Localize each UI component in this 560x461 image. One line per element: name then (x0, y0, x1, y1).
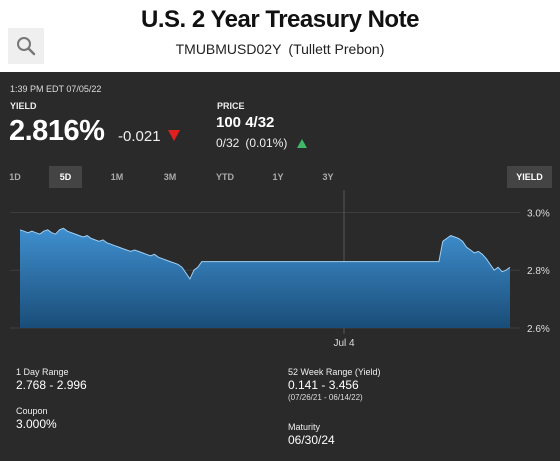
coupon-stat: Coupon 3.000% (16, 406, 57, 431)
week52-range-stat: 52 Week Range (Yield) 0.141 - 3.456 (07/… (288, 367, 381, 402)
up-arrow-icon (297, 139, 307, 148)
range-tab-1m[interactable]: 1M (110, 172, 124, 182)
yield-value: 2.816% (9, 115, 105, 147)
range-tab-1d[interactable]: 1D (9, 172, 21, 182)
x-axis: Jul 4 (333, 338, 355, 349)
range-tab-1y[interactable]: 1Y (272, 172, 284, 182)
header: U.S. 2 Year Treasury Note TMUBMUSD02Y (T… (0, 0, 560, 72)
price-change: 0/32 (0.01%) (216, 136, 288, 150)
yield-change: -0.021 (118, 128, 161, 145)
quote-timestamp: 1:39 PM EDT 07/05/22 (10, 84, 102, 94)
page-title: U.S. 2 Year Treasury Note (141, 6, 419, 33)
chart-area (20, 228, 510, 328)
search-icon (17, 37, 36, 56)
range-tab-3y[interactable]: 3Y (322, 172, 334, 182)
price-value: 100 4/32 (216, 114, 275, 131)
maturity-value: 06/30/24 (288, 433, 335, 447)
range-tab-ytd[interactable]: YTD (216, 172, 234, 182)
day-range-label: 1 Day Range (16, 367, 69, 377)
week52-value: 0.141 - 3.456 (288, 378, 359, 392)
yield-toggle-button[interactable]: YIELD (507, 166, 552, 188)
yield-chart: 3.0% 2.8% 2.6% Jul 4 (10, 190, 550, 349)
search-button[interactable] (8, 28, 44, 64)
y-tick-label: 3.0% (527, 208, 550, 219)
day-range-value: 2.768 - 2.996 (16, 378, 87, 392)
quote-panel: 1:39 PM EDT 07/05/22 YIELD 2.816% -0.021… (0, 72, 560, 461)
ticker-subtitle: TMUBMUSD02Y (Tullett Prebon) (175, 41, 385, 57)
y-tick-label: 2.6% (527, 324, 550, 335)
yield-label: YIELD (10, 101, 37, 111)
y-axis: 3.0% 2.8% 2.6% (527, 208, 550, 335)
chart-line (19, 227, 511, 280)
day-range-stat: 1 Day Range 2.768 - 2.996 (16, 367, 87, 392)
coupon-label: Coupon (16, 406, 48, 416)
x-tick-label: Jul 4 (333, 338, 355, 349)
y-tick-label: 2.8% (527, 266, 550, 277)
week52-label: 52 Week Range (Yield) (288, 367, 381, 377)
down-arrow-icon (168, 130, 180, 141)
price-label: PRICE (217, 101, 245, 111)
week52-dates: (07/26/21 - 06/14/22) (288, 393, 363, 402)
range-tab-5d[interactable]: 5D (49, 166, 82, 188)
maturity-label: Maturity (288, 422, 321, 432)
maturity-stat: Maturity 06/30/24 (288, 422, 335, 447)
coupon-value: 3.000% (16, 417, 57, 431)
range-tab-3m[interactable]: 3M (163, 172, 177, 182)
